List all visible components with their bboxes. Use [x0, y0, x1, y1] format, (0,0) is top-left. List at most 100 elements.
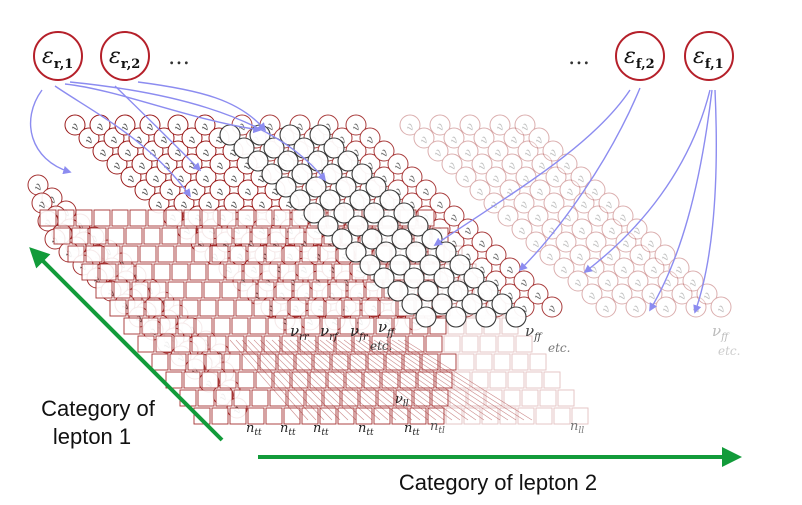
label-etc-2: etc.	[548, 341, 570, 355]
nu-node	[387, 153, 409, 175]
nu-node	[611, 283, 633, 305]
n-box	[475, 353, 493, 371]
nu-glyph: ν	[82, 134, 97, 145]
link-line	[337, 339, 445, 421]
arrow-f1-c	[693, 89, 717, 314]
n-box	[217, 299, 235, 317]
nu-node	[471, 231, 493, 253]
count-boxes	[39, 209, 589, 425]
nu-node-dark	[289, 189, 311, 211]
nu-node-dark	[351, 163, 373, 185]
nu-glyph: ν	[403, 121, 418, 132]
nu-glyph: ν	[135, 160, 150, 171]
link-line	[403, 339, 533, 421]
nu-glyph: ν	[363, 134, 378, 145]
n-box	[431, 389, 449, 407]
n-box	[273, 209, 291, 227]
nu-node	[139, 114, 161, 136]
nu-glyph: ν	[149, 173, 164, 184]
nu-glyph: ν	[419, 186, 434, 197]
n-box	[53, 227, 71, 245]
nu-node	[501, 153, 523, 175]
nu-node-dark	[337, 150, 359, 172]
nu-node-dark	[331, 228, 353, 250]
nu-node-dark	[377, 215, 399, 237]
n-box	[139, 245, 157, 263]
n-box	[287, 227, 305, 245]
n-box	[283, 407, 301, 425]
nu-glyph: ν	[559, 238, 574, 249]
nu-glyph: ν	[188, 186, 203, 197]
nu-glyph: ν	[160, 160, 175, 171]
n-box	[337, 407, 355, 425]
nu-node	[487, 140, 509, 162]
n-box	[155, 335, 173, 353]
nu-glyph: ν	[335, 134, 350, 145]
n-box	[207, 263, 225, 281]
nu-glyph: ν	[493, 121, 508, 132]
n-box	[299, 335, 317, 353]
nu-glyph: ν	[68, 121, 83, 132]
nu-node	[601, 218, 623, 240]
nu-node	[514, 114, 536, 136]
nu-node	[595, 296, 617, 318]
arrow-f2-a	[433, 89, 631, 246]
nu-node	[569, 244, 591, 266]
nu-node-dark	[309, 124, 331, 146]
n-box	[511, 353, 529, 371]
nu-glyph: ν	[447, 238, 462, 249]
link-line	[331, 339, 437, 421]
nu-glyph: ν	[531, 212, 546, 223]
nu-node	[471, 153, 493, 175]
n-box	[239, 281, 257, 299]
n-box	[247, 245, 265, 263]
nu-glyph: ν	[545, 225, 560, 236]
nu-node	[613, 257, 635, 279]
nu-glyph: ν	[321, 121, 336, 132]
nu-node	[599, 244, 621, 266]
nu-node	[585, 231, 607, 253]
axis-lepton-1	[29, 247, 224, 442]
n-box	[229, 407, 247, 425]
n-box	[481, 407, 499, 425]
nu-glyph: ν	[571, 277, 586, 288]
axes	[29, 247, 742, 467]
nu-node	[555, 231, 577, 253]
n-box	[179, 227, 197, 245]
nu-glyph: ν	[445, 160, 460, 171]
n-box	[339, 317, 357, 335]
nu-glyph: ν	[533, 186, 548, 197]
nu-glyph: ν	[433, 199, 448, 210]
n-box	[571, 407, 589, 425]
nu-glyph: ν	[171, 147, 186, 158]
n-box	[39, 209, 57, 227]
nu-glyph: ν	[532, 134, 547, 145]
link-line	[325, 339, 429, 421]
n-box	[231, 317, 249, 335]
nu-node	[209, 179, 231, 201]
n-box	[269, 227, 287, 245]
nu-node-dark	[431, 293, 453, 315]
nu-glyph: ν	[588, 186, 603, 197]
nu-glyph: ν	[199, 173, 214, 184]
nu-node-dark	[417, 280, 439, 302]
nu-glyph: ν	[405, 199, 420, 210]
n-box	[93, 209, 111, 227]
arrow-r1-d	[69, 81, 327, 182]
nu-glyph: ν	[31, 181, 46, 192]
nu-node	[485, 166, 507, 188]
nu-node-dark	[387, 280, 409, 302]
n-box	[107, 227, 125, 245]
nu-node-dark	[319, 189, 341, 211]
n-box	[203, 281, 221, 299]
nu-glyph: ν	[293, 121, 308, 132]
nu-node-dark	[349, 189, 371, 211]
nu-glyph: ν	[619, 238, 634, 249]
nu-glyph: ν	[521, 147, 536, 158]
nu-node	[598, 192, 620, 214]
n-box	[543, 371, 561, 389]
n-box	[183, 209, 201, 227]
link-line	[241, 339, 317, 421]
